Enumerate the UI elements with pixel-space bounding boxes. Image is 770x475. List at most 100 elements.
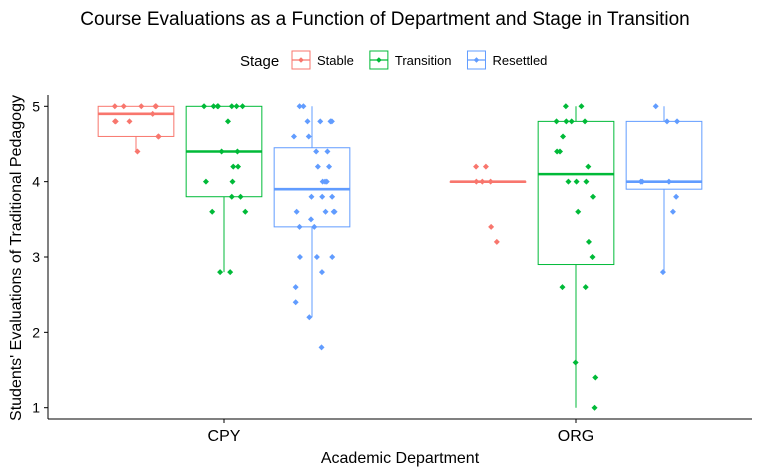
data-point xyxy=(233,103,240,110)
data-point xyxy=(120,103,127,110)
legend-item-transition: Transition xyxy=(369,50,452,70)
data-point xyxy=(591,404,598,411)
data-point xyxy=(572,359,579,366)
y-axis-ticks: 1 2 3 4 5 xyxy=(32,98,48,416)
data-point xyxy=(487,178,494,185)
box-resettled-org xyxy=(625,103,703,276)
data-point xyxy=(218,148,225,155)
data-point xyxy=(473,163,480,170)
data-point xyxy=(568,118,575,125)
data-point xyxy=(319,178,326,185)
data-point xyxy=(305,133,312,140)
data-point xyxy=(202,178,209,185)
data-point xyxy=(210,103,217,110)
data-point xyxy=(234,148,241,155)
data-point xyxy=(560,133,567,140)
data-point xyxy=(293,208,300,215)
data-point xyxy=(488,223,495,230)
legend: Stage Stable Transition Resettled xyxy=(240,50,547,70)
data-point xyxy=(493,238,500,245)
data-point xyxy=(304,118,311,125)
data-point xyxy=(573,178,580,185)
data-point xyxy=(324,148,331,155)
data-point xyxy=(479,178,486,185)
x-axis-ticks: CPY ORG xyxy=(208,419,594,445)
data-point xyxy=(229,178,236,185)
data-point xyxy=(663,118,670,125)
data-point xyxy=(296,223,303,230)
box-body xyxy=(273,147,351,228)
x-axis-title: Academic Department xyxy=(321,450,480,467)
data-point xyxy=(554,148,561,155)
plot-area xyxy=(97,103,703,411)
legend-label: Resettled xyxy=(492,53,547,68)
legend-key-point xyxy=(298,57,304,63)
data-point xyxy=(149,110,156,117)
data-point xyxy=(583,178,590,185)
y-tick-label: 3 xyxy=(32,249,40,265)
legend-item-stable: Stable xyxy=(291,50,354,70)
box-stable-org xyxy=(449,163,527,245)
data-point xyxy=(201,103,208,110)
data-point xyxy=(473,178,480,185)
data-point xyxy=(329,254,336,260)
data-point xyxy=(217,269,224,276)
box-stable-cpy xyxy=(97,103,175,155)
data-point xyxy=(589,254,596,260)
data-point xyxy=(209,208,216,215)
data-point xyxy=(565,178,572,185)
box-resettled-cpy xyxy=(273,103,351,351)
data-point xyxy=(582,284,589,291)
data-point xyxy=(313,148,320,155)
box-transition-cpy xyxy=(185,103,263,276)
data-point xyxy=(237,193,244,200)
data-point xyxy=(311,223,318,230)
data-point xyxy=(575,208,582,215)
data-point xyxy=(228,193,235,200)
data-point xyxy=(590,193,597,200)
data-point xyxy=(673,193,680,200)
y-tick-label: 1 xyxy=(32,400,40,416)
legend-key-point xyxy=(376,57,382,63)
data-point xyxy=(659,269,666,276)
data-point xyxy=(292,284,299,291)
data-point xyxy=(228,103,235,110)
data-point xyxy=(327,118,334,125)
data-point xyxy=(330,208,337,215)
y-tick-label: 4 xyxy=(32,174,40,190)
data-point xyxy=(306,314,313,321)
box-transition-org xyxy=(537,103,615,411)
data-point xyxy=(313,254,320,260)
data-point xyxy=(592,374,599,381)
y-tick-label: 5 xyxy=(32,98,40,114)
data-point xyxy=(239,103,246,110)
data-point xyxy=(326,163,333,170)
data-point xyxy=(126,118,133,125)
data-point xyxy=(290,133,297,140)
data-point xyxy=(155,133,162,140)
data-point xyxy=(134,148,141,155)
legend-label: Transition xyxy=(395,53,452,68)
data-point xyxy=(292,299,299,306)
data-point xyxy=(329,193,336,200)
data-point xyxy=(308,193,315,200)
data-point xyxy=(582,118,589,125)
data-point xyxy=(585,163,592,170)
data-point xyxy=(296,103,303,110)
data-point xyxy=(227,269,234,276)
data-point xyxy=(578,103,585,110)
data-point xyxy=(323,178,330,185)
x-tick-label: ORG xyxy=(558,428,594,445)
legend-key-point xyxy=(473,57,480,63)
data-point xyxy=(553,118,560,125)
data-point xyxy=(585,238,592,245)
data-point xyxy=(322,208,329,215)
data-point xyxy=(153,103,160,110)
data-point xyxy=(665,178,672,185)
box-body xyxy=(625,120,703,190)
data-point xyxy=(674,118,681,125)
data-point xyxy=(562,103,569,110)
data-point xyxy=(308,216,315,223)
y-tick-label: 2 xyxy=(32,324,40,340)
data-point xyxy=(230,163,237,170)
